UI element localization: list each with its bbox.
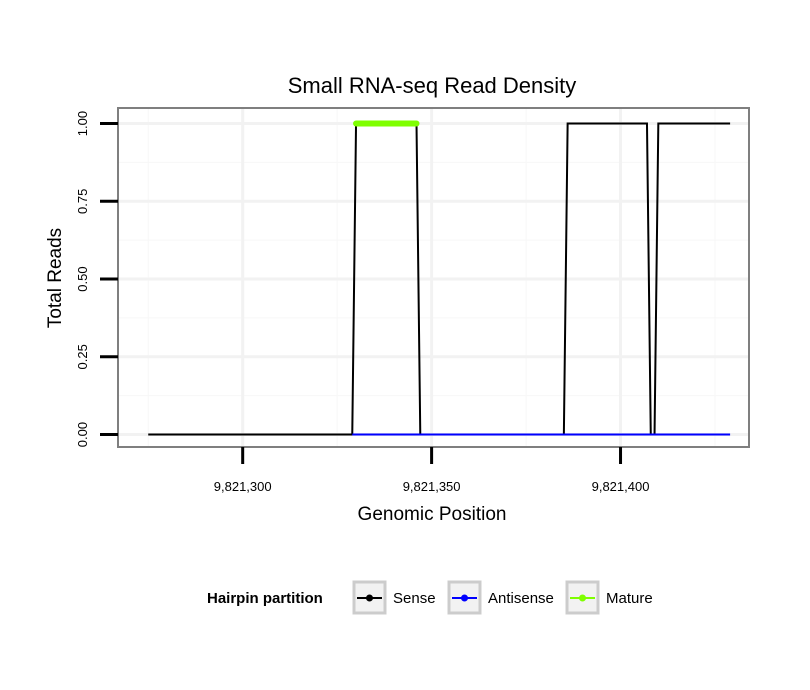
x-tick-label: 9,821,350	[403, 479, 461, 494]
legend-point-mature	[579, 594, 586, 602]
y-tick-label: 0.25	[75, 344, 90, 369]
legend-title: Hairpin partition	[207, 590, 323, 607]
y-axis-title: Total Reads	[45, 228, 66, 328]
x-tick-label: 9,821,300	[214, 479, 272, 494]
x-tick-label: 9,821,400	[592, 479, 650, 494]
legend-label-antisense: Antisense	[488, 590, 554, 607]
legend: Hairpin partition Sense Antisense Mature	[207, 580, 653, 615]
plot-panel-border	[117, 107, 750, 448]
legend-point-sense	[366, 594, 373, 602]
y-tick-label: 0.50	[75, 266, 90, 291]
legend-item-sense[interactable]: Sense	[352, 580, 436, 615]
legend-item-mature[interactable]: Mature	[565, 580, 653, 615]
series-line-sense	[148, 122, 731, 436]
legend-item-antisense[interactable]: Antisense	[447, 580, 554, 615]
legend-label-mature: Mature	[606, 590, 653, 607]
chart-title: Small RNA-seq Read Density	[288, 73, 577, 98]
legend-label-sense: Sense	[393, 590, 436, 607]
y-tick-label: 0.00	[75, 422, 90, 447]
x-axis-title: Genomic Position	[358, 504, 507, 525]
y-tick-label: 0.75	[75, 189, 90, 214]
axes: 9,821,300 9,821,350 9,821,400 0.00 0.25 0.50 0…	[75, 111, 649, 494]
legend-point-antisense	[461, 594, 468, 602]
series-layer	[148, 120, 731, 436]
y-tick-label: 1.00	[75, 111, 90, 136]
